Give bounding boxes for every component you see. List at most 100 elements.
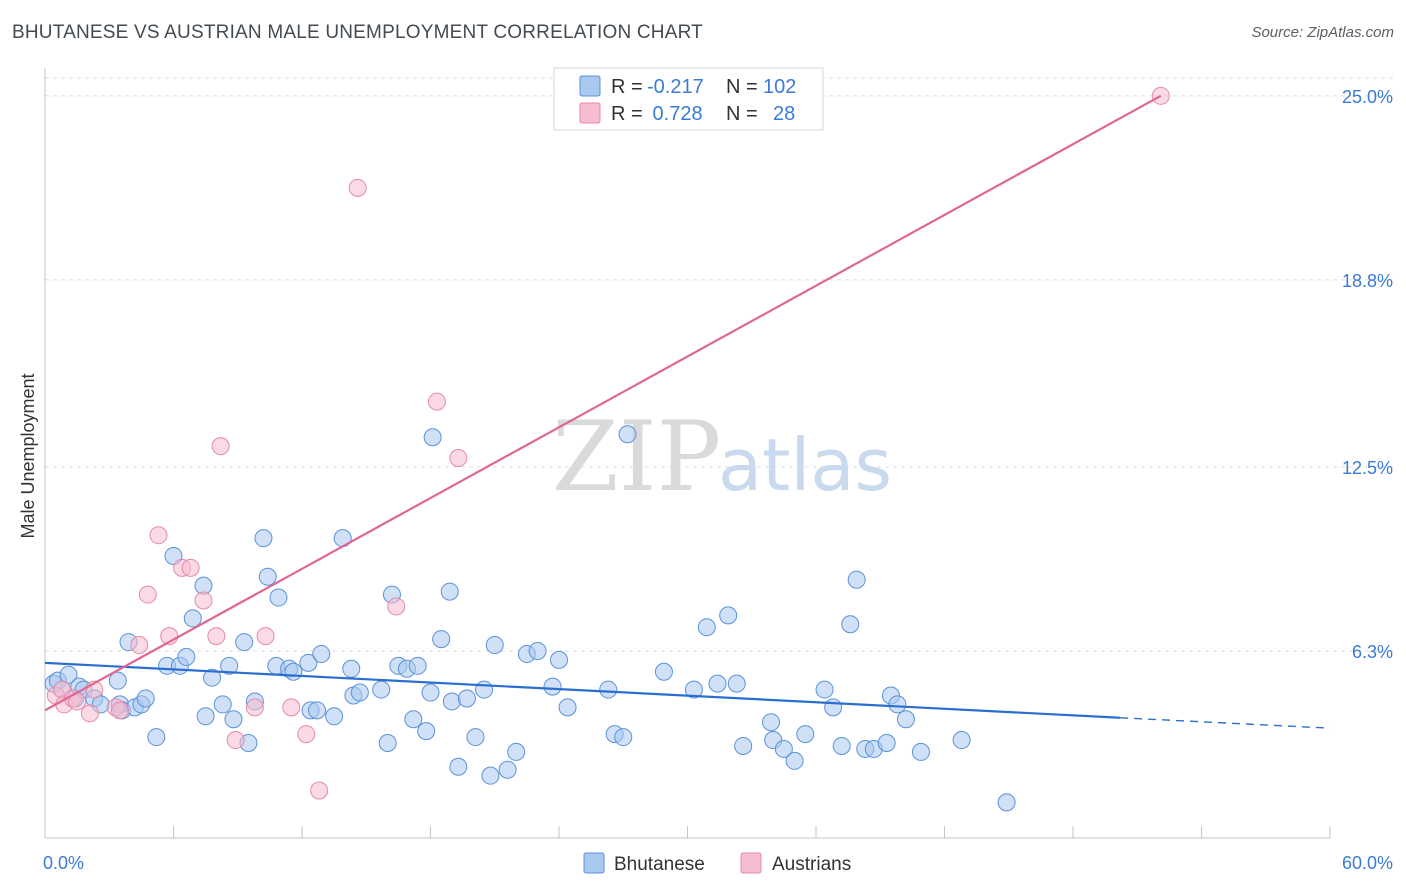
bhutanese-point — [417, 722, 436, 741]
trend-lines — [44, 94, 1331, 729]
austrians-point — [297, 725, 316, 744]
legend-n-label: N = — [726, 76, 758, 98]
bhutanese-point — [614, 728, 633, 747]
legend-swatch-bhutanese — [579, 75, 601, 97]
bhutanese-point — [404, 710, 423, 729]
bhutanese-point — [307, 701, 326, 720]
bhutanese-point — [888, 695, 907, 714]
bhutanese-point — [719, 606, 738, 625]
bhutanese-point — [896, 710, 915, 729]
bhutanese-point — [442, 692, 461, 711]
legend-r-value: 0.728 — [647, 103, 703, 125]
austrians-point — [138, 585, 157, 604]
bhutanese-point — [449, 757, 468, 776]
austrians-point — [256, 627, 275, 646]
bhutanese-point — [254, 529, 273, 548]
legend-swatch-austrians — [579, 102, 601, 124]
bhutanese-point — [224, 710, 243, 729]
legend-r-label: R = — [611, 103, 643, 125]
austrians-point — [110, 701, 129, 720]
grid-lines — [45, 77, 1395, 652]
y-tick-label: 18.8% — [1342, 271, 1393, 291]
bhutanese-point — [796, 725, 815, 744]
austrians-point — [282, 698, 301, 717]
bhutanese-point — [325, 707, 344, 726]
bhutanese-point — [59, 665, 78, 684]
legend-r-value: -0.217 — [647, 76, 704, 98]
watermark: ZIP atlas — [552, 401, 892, 513]
bhutanese-point — [952, 731, 971, 750]
austrians-point — [80, 704, 99, 723]
bhutanese-point — [911, 742, 930, 761]
austrians-point — [427, 392, 446, 411]
bhutanese-point — [785, 751, 804, 770]
bhutanese-point — [877, 734, 896, 752]
legend-n-label: N = — [726, 103, 758, 125]
bhutanese-trend-extension — [1120, 717, 1331, 729]
bhutanese-point — [258, 567, 277, 586]
chart-title: BHUTANESE VS AUSTRIAN MALE UNEMPLOYMENT … — [12, 22, 703, 43]
bhutanese-point — [372, 680, 391, 699]
bhutanese-point — [815, 680, 834, 699]
bhutanese-point — [432, 630, 451, 649]
x-tick-label: 0.0% — [43, 853, 84, 873]
legend-swatch-austrians — [740, 852, 762, 874]
bhutanese-point — [213, 695, 232, 714]
bhutanese-point — [599, 680, 618, 699]
bhutanese-point — [440, 582, 459, 601]
bhutanese-point — [457, 689, 476, 708]
bhutanese-point — [997, 793, 1016, 812]
bhutanese-point — [269, 588, 288, 607]
bhutanese-point — [734, 736, 753, 755]
bhutanese-point — [350, 683, 369, 702]
austrians-point — [149, 526, 168, 545]
bhutanese-point — [824, 698, 843, 717]
bhutanese-point — [841, 615, 860, 634]
austrians-points — [46, 86, 1170, 800]
bhutanese-point — [136, 689, 155, 708]
y-tick-label: 25.0% — [1342, 87, 1393, 107]
series-legend: Bhutanese Austrians — [583, 852, 851, 875]
bhutanese-point — [654, 662, 673, 681]
bhutanese-point — [528, 641, 547, 660]
x-tick-labels: 0.0% 60.0% — [43, 853, 1393, 873]
watermark-zip: ZIP — [552, 401, 721, 513]
bhutanese-point — [498, 760, 517, 779]
austrians-point — [181, 558, 200, 577]
austrians-point — [348, 178, 367, 197]
x-tick-label: 60.0% — [1342, 853, 1393, 873]
bhutanese-point — [550, 650, 568, 669]
bhutanese-point — [507, 742, 526, 761]
bhutanese-point — [684, 680, 703, 699]
bhutanese-point — [342, 659, 361, 678]
austrians-point — [245, 698, 264, 717]
legend-swatch-bhutanese — [583, 852, 605, 874]
bhutanese-point — [220, 656, 239, 675]
bhutanese-point — [466, 728, 485, 747]
bhutanese-point — [108, 671, 127, 690]
bhutanese-point — [618, 425, 637, 444]
austrians-point — [226, 731, 245, 750]
bhutanese-point — [847, 570, 866, 589]
bhutanese-point — [708, 674, 727, 693]
bhutanese-point — [762, 713, 781, 732]
bhutanese-point — [203, 668, 222, 687]
legend-r-label: R = — [611, 76, 643, 98]
bhutanese-point — [147, 728, 166, 747]
bhutanese-point — [832, 736, 851, 755]
legend-label-bhutanese: Bhutanese — [614, 854, 705, 875]
bhutanese-points — [44, 425, 1016, 812]
bhutanese-trend-line — [44, 661, 1121, 719]
austrians-trend-line — [44, 94, 1162, 712]
austrians-point — [387, 597, 406, 616]
bhutanese-point — [299, 653, 318, 672]
austrians-point — [211, 437, 230, 456]
bhutanese-point — [378, 734, 397, 752]
austrians-point — [130, 636, 149, 655]
austrians-point — [207, 627, 226, 646]
bhutanese-point — [543, 677, 562, 696]
bhutanese-point — [183, 609, 202, 628]
watermark-atlas: atlas — [718, 423, 892, 507]
bhutanese-point — [774, 739, 793, 758]
bhutanese-point — [284, 662, 303, 681]
